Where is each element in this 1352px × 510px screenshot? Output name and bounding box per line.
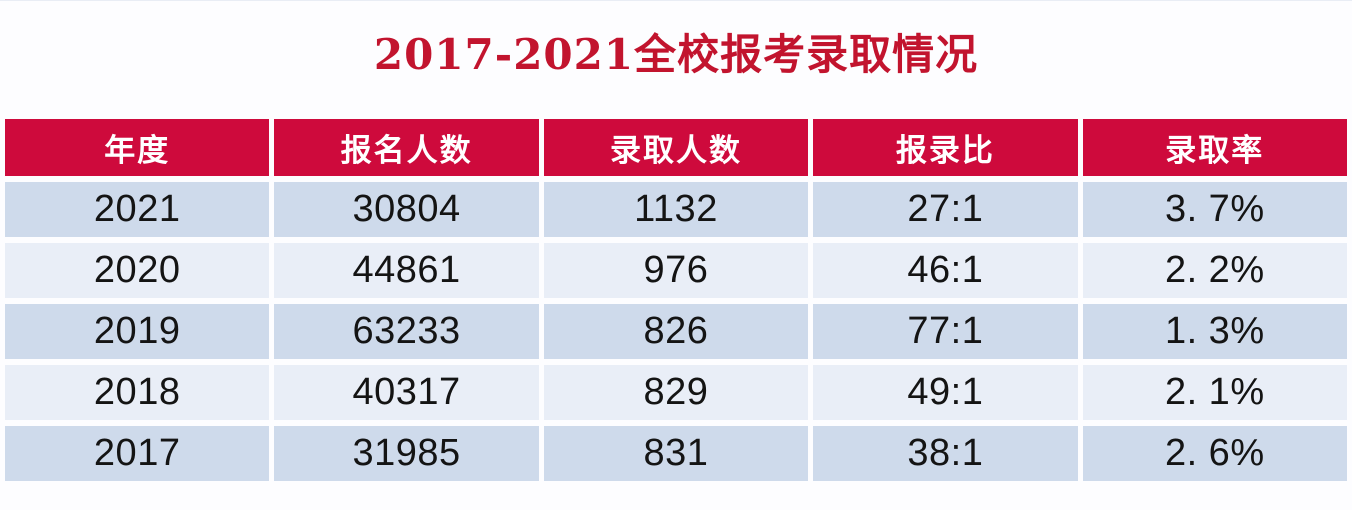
table-row-2017: 2017 31985 831 38:1 2. 6% [5,426,1347,481]
cell-rate: 2. 6% [1082,426,1347,481]
cell-ratio: 77:1 [813,304,1078,359]
page-title: 2017-2021全校报考录取情况 [373,30,979,79]
admissions-table: 年度 报名人数 录取人数 报录比 录取率 2021 30804 1132 27:… [0,113,1352,487]
cell-year: 2017 [5,426,270,481]
cell-admitted: 826 [543,304,809,359]
cell-applicants: 30804 [274,182,539,237]
cell-rate: 2. 1% [1082,365,1347,420]
cell-admitted: 1132 [543,182,809,237]
table-header-row: 年度 报名人数 录取人数 报录比 录取率 [5,119,1347,176]
cell-admitted: 976 [543,243,809,298]
table-row-2019: 2019 63233 826 77:1 1. 3% [5,304,1347,359]
cell-applicants: 40317 [274,365,539,420]
col-header-year: 年度 [5,119,270,176]
col-header-rate: 录取率 [1082,119,1347,176]
cell-year: 2018 [5,365,270,420]
cell-admitted: 829 [543,365,809,420]
cell-rate: 1. 3% [1082,304,1347,359]
col-header-admitted: 录取人数 [543,119,809,176]
cell-year: 2020 [5,243,270,298]
cell-admitted: 831 [543,426,809,481]
cell-applicants: 44861 [274,243,539,298]
table-row-2018: 2018 40317 829 49:1 2. 1% [5,365,1347,420]
cell-ratio: 27:1 [813,182,1078,237]
col-header-ratio: 报录比 [813,119,1078,176]
cell-ratio: 38:1 [813,426,1078,481]
cell-applicants: 31985 [274,426,539,481]
cell-rate: 3. 7% [1082,182,1347,237]
table-row-2021: 2021 30804 1132 27:1 3. 7% [5,182,1347,237]
cell-year: 2019 [5,304,270,359]
cell-rate: 2. 2% [1082,243,1347,298]
cell-applicants: 63233 [274,304,539,359]
cell-year: 2021 [5,182,270,237]
col-header-applicants: 报名人数 [274,119,539,176]
cell-ratio: 49:1 [813,365,1078,420]
table-row-2020: 2020 44861 976 46:1 2. 2% [5,243,1347,298]
cell-ratio: 46:1 [813,243,1078,298]
